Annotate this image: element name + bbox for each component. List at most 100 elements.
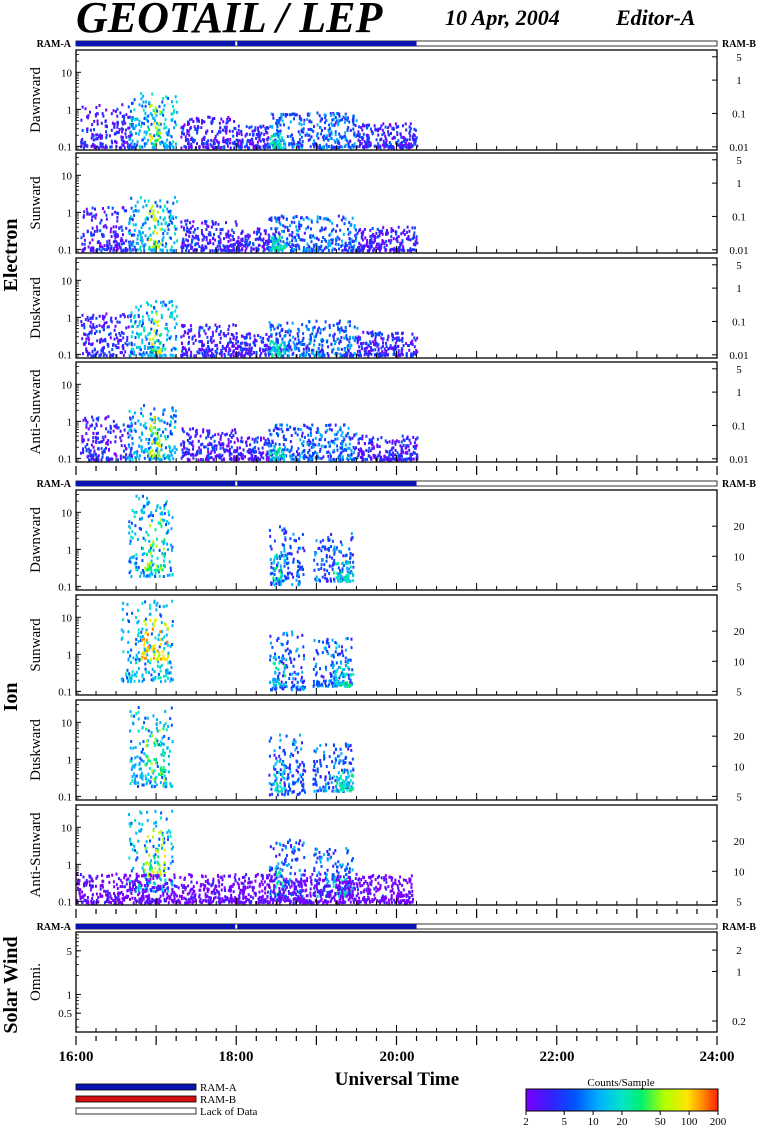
data-cell bbox=[210, 144, 213, 148]
data-cell bbox=[222, 128, 224, 132]
data-cell bbox=[235, 341, 238, 345]
data-cell bbox=[411, 137, 414, 141]
data-cell bbox=[209, 239, 212, 242]
data-cell bbox=[116, 107, 119, 111]
data-cell bbox=[317, 326, 320, 330]
data-cell bbox=[400, 146, 403, 150]
data-cell bbox=[183, 442, 186, 445]
data-cell bbox=[169, 300, 172, 304]
data-cell bbox=[324, 430, 327, 434]
data-cell bbox=[319, 144, 321, 148]
data-cell bbox=[83, 214, 85, 218]
data-cell bbox=[96, 241, 99, 245]
data-cell bbox=[225, 245, 228, 249]
data-cell bbox=[259, 133, 262, 137]
data-cell bbox=[150, 304, 153, 308]
data-cell bbox=[106, 240, 109, 244]
data-cell bbox=[309, 333, 312, 337]
data-cell bbox=[298, 458, 301, 462]
data-cell bbox=[225, 121, 228, 125]
data-cell bbox=[212, 146, 215, 150]
data-cell bbox=[166, 138, 169, 142]
data-cell bbox=[119, 454, 122, 458]
data-cell bbox=[398, 338, 401, 342]
data-cell bbox=[135, 565, 138, 569]
data-cell bbox=[126, 248, 129, 252]
data-cell bbox=[309, 454, 312, 458]
data-cell bbox=[380, 457, 383, 461]
data-cell bbox=[132, 452, 135, 455]
data-cell bbox=[90, 136, 93, 140]
data-cell bbox=[187, 145, 190, 149]
data-cell bbox=[274, 216, 277, 220]
data-cell bbox=[277, 121, 280, 125]
data-cell bbox=[209, 442, 212, 446]
data-cell bbox=[121, 206, 124, 210]
data-cell bbox=[223, 450, 226, 454]
data-cell bbox=[198, 145, 201, 149]
data-cell bbox=[195, 234, 197, 238]
data-cell bbox=[405, 142, 408, 146]
data-cell bbox=[375, 341, 378, 345]
data-cell bbox=[107, 344, 110, 348]
data-cell bbox=[385, 345, 388, 349]
data-cell bbox=[319, 447, 322, 451]
data-cell bbox=[128, 314, 131, 318]
data-cell bbox=[353, 352, 356, 356]
data-cell bbox=[98, 330, 101, 334]
data-cell bbox=[293, 220, 296, 224]
data-cell bbox=[182, 325, 185, 329]
data-cell bbox=[336, 337, 339, 341]
data-cell bbox=[89, 128, 92, 132]
data-cell bbox=[359, 437, 362, 440]
data-cell bbox=[113, 452, 116, 456]
data-cell bbox=[162, 113, 165, 117]
data-cell bbox=[158, 354, 161, 358]
data-cell bbox=[353, 131, 356, 135]
data-cell bbox=[91, 215, 94, 219]
data-cell bbox=[316, 145, 319, 149]
data-cell bbox=[288, 354, 290, 358]
data-cell bbox=[324, 445, 327, 449]
data-cell bbox=[383, 245, 386, 249]
data-cell bbox=[117, 346, 120, 350]
data-cell bbox=[274, 141, 277, 145]
data-cell bbox=[405, 451, 408, 455]
data-cell bbox=[359, 354, 362, 357]
data-cell bbox=[331, 146, 334, 150]
data-cell bbox=[228, 244, 231, 248]
data-cell bbox=[391, 127, 394, 131]
data-cell bbox=[246, 144, 249, 148]
data-cell bbox=[267, 248, 270, 252]
data-cell bbox=[273, 452, 276, 456]
data-cell bbox=[259, 124, 262, 128]
data-cell bbox=[226, 141, 229, 145]
data-cell bbox=[196, 226, 199, 230]
data-cell bbox=[246, 244, 249, 248]
data-cell bbox=[336, 448, 339, 452]
data-cell bbox=[235, 335, 238, 339]
data-cell bbox=[153, 437, 156, 441]
data-cell bbox=[280, 115, 283, 119]
data-cell bbox=[285, 454, 288, 458]
data-cell bbox=[128, 342, 131, 346]
data-cell bbox=[156, 138, 159, 142]
data-cell bbox=[374, 353, 377, 357]
data-cell bbox=[164, 141, 167, 145]
data-cell bbox=[159, 141, 162, 145]
data-cell bbox=[101, 452, 104, 456]
data-cell bbox=[370, 334, 373, 338]
data-cell bbox=[256, 227, 259, 231]
data-cell bbox=[259, 232, 262, 236]
data-cell bbox=[141, 324, 143, 328]
data-cell bbox=[369, 341, 372, 345]
data-cell bbox=[377, 343, 380, 347]
data-cell bbox=[289, 113, 291, 117]
data-cell bbox=[122, 248, 125, 252]
data-cell bbox=[245, 143, 248, 147]
data-cell bbox=[186, 332, 189, 335]
data-cell bbox=[176, 314, 179, 318]
data-cell bbox=[162, 430, 164, 434]
data-cell bbox=[323, 247, 326, 251]
